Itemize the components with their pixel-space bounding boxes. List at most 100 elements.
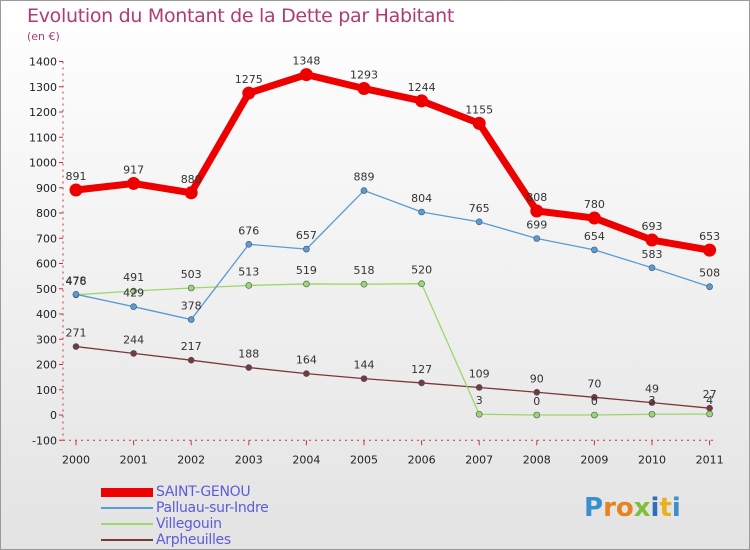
y-tick-label: 900 — [36, 182, 57, 195]
data-point — [245, 364, 253, 371]
data-label: 0 — [533, 395, 540, 408]
data-point — [242, 86, 256, 100]
data-label: 4 — [706, 394, 713, 407]
data-point — [303, 280, 310, 288]
x-tick-label: 2000 — [62, 453, 90, 466]
x-tick-label: 2011 — [696, 453, 724, 466]
data-label: 891 — [66, 170, 87, 183]
data-label: 271 — [66, 327, 87, 340]
x-tick-label: 2006 — [408, 453, 436, 466]
data-label: 90 — [530, 372, 544, 385]
legend-label: SAINT-GENOU — [156, 484, 251, 500]
data-label: 880 — [181, 173, 202, 186]
data-point — [127, 176, 141, 190]
y-axis-ticks: -100 0 100 200 300 400 500 600 700 800 900 1000 1100… — [29, 56, 63, 447]
data-point — [703, 243, 717, 257]
data-point — [645, 233, 659, 247]
x-tick-label: 2008 — [523, 453, 551, 466]
y-tick-label: 700 — [36, 232, 57, 245]
data-label: 144 — [354, 359, 375, 372]
chart-title: Evolution du Montant de la Dette par Hab… — [27, 5, 455, 27]
legend-swatch — [101, 523, 153, 525]
y-tick-label: 500 — [36, 283, 57, 296]
axes — [62, 61, 716, 441]
data-point — [187, 356, 195, 364]
data-point — [648, 399, 656, 406]
data-label: 3 — [649, 394, 656, 407]
data-label: 508 — [699, 267, 720, 280]
series-layer — [69, 68, 717, 419]
data-point — [299, 68, 313, 82]
data-point — [706, 283, 713, 291]
data-label: 1275 — [235, 73, 263, 86]
data-label: 127 — [411, 363, 432, 376]
series-villegouin — [72, 280, 713, 419]
data-label: 188 — [238, 348, 259, 361]
data-point — [187, 284, 195, 292]
y-tick-label: 300 — [36, 333, 57, 346]
data-point — [72, 291, 80, 298]
data-label: 378 — [181, 300, 202, 313]
x-tick-label: 2002 — [177, 453, 205, 466]
data-label: 889 — [354, 171, 375, 184]
data-label: 0 — [591, 395, 598, 408]
data-label: 217 — [181, 340, 202, 353]
data-point — [418, 379, 425, 387]
data-point — [533, 388, 541, 396]
data-label: 653 — [699, 230, 720, 243]
data-label: 583 — [642, 248, 663, 261]
data-point — [533, 235, 541, 242]
data-label: 808 — [526, 191, 547, 204]
data-point — [475, 384, 483, 391]
y-tick-label: 1000 — [29, 157, 57, 170]
data-point — [245, 282, 253, 289]
data-label: 3 — [476, 394, 483, 407]
data-point — [648, 264, 656, 272]
data-label: 676 — [238, 224, 259, 237]
data-point — [303, 245, 310, 253]
data-label: 478 — [66, 274, 87, 287]
data-label: 491 — [123, 271, 144, 284]
data-point — [475, 218, 483, 226]
y-tick-label: 100 — [36, 384, 57, 397]
x-tick-label: 2005 — [350, 453, 378, 466]
data-point — [187, 316, 195, 323]
data-label: 657 — [296, 229, 317, 242]
legend-label: Villegouin — [156, 516, 222, 532]
y-tick-label: 800 — [36, 207, 57, 220]
series-line — [75, 345, 710, 409]
y-tick-label: -100 — [32, 434, 57, 447]
data-label: 917 — [123, 163, 144, 176]
series-palluau-sur-indre — [72, 187, 713, 323]
data-label: 699 — [526, 219, 547, 232]
data-point — [591, 411, 598, 419]
data-label: 804 — [411, 192, 432, 205]
series-line — [75, 189, 710, 321]
x-tick-label: 2004 — [292, 453, 320, 466]
data-point — [130, 303, 137, 310]
svg-text:Proxiti: Proxiti — [584, 493, 681, 523]
x-tick-label: 2010 — [638, 453, 666, 466]
x-tick-label: 2009 — [580, 453, 608, 466]
data-point — [418, 280, 425, 288]
y-tick-label: 200 — [36, 359, 57, 372]
data-point — [418, 208, 425, 216]
data-point — [472, 116, 486, 130]
data-label: 693 — [642, 220, 663, 233]
legend-label: Arpheuilles — [156, 532, 231, 548]
data-labels-layer: 891 917 880 1275 1348 1293 1244 1155 808 780 693 65… — [66, 55, 721, 408]
data-label: 1244 — [408, 81, 436, 94]
data-point — [130, 350, 137, 357]
data-label: 429 — [123, 287, 144, 300]
data-point — [648, 410, 656, 418]
data-label: 1293 — [350, 69, 378, 82]
legend-swatch — [101, 507, 153, 509]
legend-swatch — [101, 539, 153, 541]
data-point — [360, 375, 368, 382]
y-tick-label: 600 — [36, 258, 57, 271]
data-point — [360, 187, 368, 194]
data-label: 518 — [354, 264, 375, 277]
x-axis-ticks: 2000 2001 2002 2003 2004 2005 2006 2007 2008 2009… — [62, 440, 724, 466]
series-arpheuilles — [72, 343, 713, 412]
legend-label: Palluau-sur-Indre — [156, 500, 269, 516]
